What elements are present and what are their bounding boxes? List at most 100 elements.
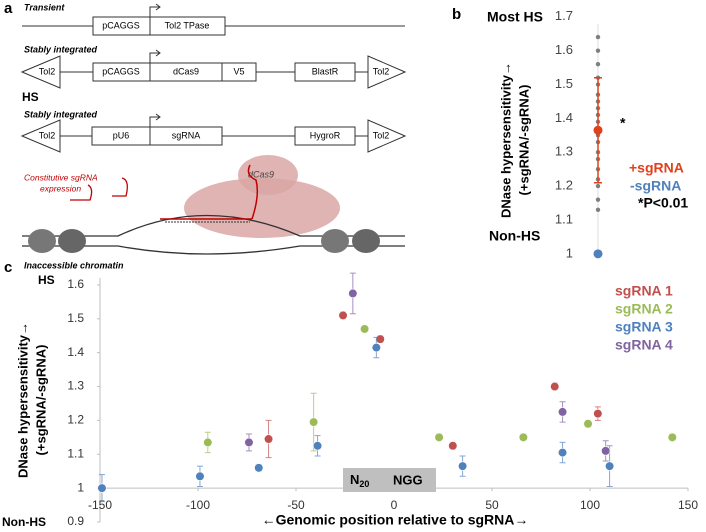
data-point [595,197,601,202]
legend-label: +sgRNA [629,160,684,176]
panel-label: a [4,0,13,17]
promoter-arrow [149,113,161,127]
data-point [97,483,107,493]
nucleosome [28,229,56,253]
caption: Inaccessible chromatin [24,260,124,270]
construct-heading: Stably integrated [24,44,98,54]
data-point [458,461,468,471]
data-point [195,471,205,481]
element-label: Tol2 [373,66,390,76]
element-box [149,16,226,36]
legend-label: sgRNA 4 [615,337,673,353]
panel-c-plot: 0.9 1 1.1 1.2 1.3 1.4 1.5 1.6 -150 -100 -50 0 50 100 1… [67,272,698,528]
data-point [434,432,444,442]
data-point [338,310,348,321]
y-tick-label: 1.5 [67,311,84,325]
element-label: BlastR [312,66,339,76]
box-label-main: N [350,472,359,487]
element-label: pCAGGS [102,20,140,30]
y-tick-label: 1.6 [67,277,84,291]
data-point [309,417,319,427]
sgrna [160,164,259,220]
element-label: V5 [233,66,244,76]
y-tick-label: 1.7 [555,8,573,23]
tol2-arm [367,119,407,153]
sgrna [70,177,128,201]
element-label: pCAGGS [102,66,140,76]
data-point [583,419,593,429]
y-axis-label: (+sgRNA/-sgRNA) [33,345,48,456]
tol2-arm [367,55,407,89]
dna-bubble [22,214,405,255]
element-box [294,62,356,82]
y-axis-label: (+sgRNA/-sgRNA) [516,85,531,196]
dcas9-blob [238,155,298,195]
legend-label: -sgRNA [630,178,681,194]
bottom-label: Non-HS [2,515,46,529]
top-label: HS [38,273,55,287]
data-point [667,432,677,442]
legend-label: sgRNA 3 [615,319,673,335]
y-tick-label: 1.6 [555,42,573,57]
y-tick-label: 1.1 [555,211,573,226]
data-point [595,48,601,53]
element-box [294,126,356,146]
data-point [601,446,611,456]
mean-point [593,125,603,135]
y-tick-label: 1.3 [555,144,573,159]
tol2-arm [20,55,61,89]
annotation: * [620,115,626,131]
data-point [263,434,274,444]
nucleosome [58,229,86,253]
y-tick-label: 1.2 [67,413,84,427]
data-point [360,324,370,334]
mean-point [593,249,603,259]
panel-a: a Transient pCAGGS Tol2 TPase Stably int… [4,0,407,270]
x-tick-label: -100 [186,498,210,512]
protein-label: dCas9 [248,169,274,179]
data-point [595,207,601,213]
y-tick-label: 1.4 [67,345,84,359]
y-tick-label: 1 [77,480,84,494]
data-point [518,432,528,442]
promoter-arrow [149,49,161,63]
data-point [595,34,601,40]
element-box [149,126,223,146]
x-tick-label: -50 [287,498,305,512]
y-tick-label: 1 [566,245,573,260]
data-point [203,437,213,448]
dcas9-blob [184,178,340,238]
element-label: HygroR [310,130,341,140]
data-point [550,381,560,392]
y-tick-label: 1.2 [555,178,573,193]
y-axis-label: DNase hypersensitivity→ [498,62,513,218]
data-point [595,183,601,189]
construct-heading: Stably integrated [24,109,98,119]
y-tick-label: 0.9 [67,514,84,528]
data-point [375,334,385,344]
element-label: Tol2 [39,130,56,140]
y-tick-label: 1.3 [67,379,84,393]
panel-label: c [4,259,12,276]
y-axis-label: DNase hypersensitivity→ [15,322,30,478]
legend-label: sgRNA 2 [615,301,673,317]
y-tick-label: 1.1 [67,446,84,460]
data-point [371,342,381,353]
construct-heading: Transient [24,2,65,12]
data-point [244,437,254,448]
nucleosome [352,229,380,253]
legend-label: sgRNA 1 [615,283,673,299]
data-point [595,61,601,67]
element-label: dCas9 [173,66,199,76]
element-label: Tol2 [39,66,56,76]
bottom-label: Non-HS [489,228,540,244]
box-label: NGG [393,472,423,487]
y-tick-label: 1.5 [555,76,573,91]
sgrna-label: expression [40,183,81,193]
x-tick-label: -150 [88,498,112,512]
data-point [593,409,603,419]
panel-b-plot: 1 1.1 1.2 1.3 1.4 1.5 1.6 1.7 +sgRNA -sgRNA [555,8,684,260]
x-axis-label: ←Genomic position relative to sgRNA→ [262,512,529,528]
tol2-arm [20,119,61,153]
